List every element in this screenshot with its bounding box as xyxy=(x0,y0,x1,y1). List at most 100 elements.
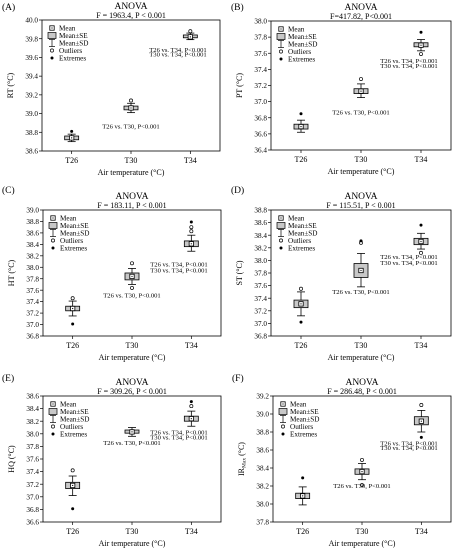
y-axis-label: HT (°C) xyxy=(7,259,16,286)
x-tick-label: T26 xyxy=(295,341,308,350)
legend-item: Mean xyxy=(50,401,77,409)
legend-sd-whisker xyxy=(50,415,56,423)
y-tick-label: 38.0 xyxy=(26,430,39,438)
y-tick-label: 38.2 xyxy=(26,418,39,426)
legend-item: Mean±SE xyxy=(278,408,319,416)
y-tick-label: 36.6 xyxy=(254,130,267,138)
panel-label: (A) xyxy=(2,2,15,13)
annotation: T26 vs. T30, P<0.001 xyxy=(332,110,389,117)
extreme-point xyxy=(419,223,423,227)
chart-title: ANOVA xyxy=(345,378,378,388)
y-tick-label: 38.6 xyxy=(254,219,267,227)
panel-label: (C) xyxy=(2,185,15,196)
y-tick-label: 37.6 xyxy=(26,456,39,464)
y-tick-label: 37.0 xyxy=(254,98,267,106)
legend-extreme-marker xyxy=(50,56,54,60)
x-tick-label: T34 xyxy=(415,341,428,350)
legend-sd-whisker xyxy=(49,39,55,47)
outlier-point xyxy=(130,285,134,290)
panel-label: (B) xyxy=(231,2,244,13)
legend-label: Outliers xyxy=(288,237,311,245)
y-tick-label: 38.6 xyxy=(25,148,38,156)
legend-label: Mean xyxy=(288,215,305,223)
legend-outlier-marker xyxy=(51,238,55,243)
legend-outlier-marker xyxy=(279,49,283,54)
y-tick-label: 38.0 xyxy=(26,264,39,272)
legend-label: Extremes xyxy=(288,56,315,64)
y-tick-label: 39.2 xyxy=(256,393,269,401)
legend-item: Mean xyxy=(280,401,307,409)
y-tick-label: 40.0 xyxy=(25,17,38,25)
mean-marker xyxy=(298,301,304,307)
box-t26 xyxy=(64,129,80,143)
legend-item: Mean±SD xyxy=(49,39,89,48)
y-tick-label: 37.4 xyxy=(26,468,39,476)
x-tick-label: T26 xyxy=(296,527,309,536)
legend-item: Extremes xyxy=(279,56,315,64)
box-t26 xyxy=(295,476,311,506)
box-t30 xyxy=(353,239,369,288)
outlier-point xyxy=(299,286,303,291)
y-tick-label: 38.2 xyxy=(256,483,269,491)
y-tick-label: 37.0 xyxy=(26,493,39,501)
y-tick-label: 37.4 xyxy=(254,295,267,303)
box-t30 xyxy=(123,98,139,114)
y-tick-label: 38.8 xyxy=(254,207,267,215)
legend-extreme-marker xyxy=(279,246,283,250)
legend-item: Extremes xyxy=(51,431,87,439)
chart-title: ANOVA xyxy=(115,378,148,388)
chart-subtitle: F = 115.51, P < 0.001 xyxy=(326,201,395,210)
box-t30 xyxy=(124,427,140,437)
extreme-point xyxy=(189,220,193,224)
annotation: T26 vs. T30, P<0.001 xyxy=(102,124,159,131)
outlier-point xyxy=(360,457,364,462)
legend-label: Mean±SD xyxy=(60,230,90,238)
legend-item: Outliers xyxy=(281,423,313,431)
legend-item: Mean xyxy=(50,215,77,223)
legend-item: Extremes xyxy=(281,431,317,439)
legend-label: Outliers xyxy=(288,48,311,56)
legend-label: Mean±SE xyxy=(60,222,89,230)
mean-marker xyxy=(129,429,135,435)
legend-label: Mean xyxy=(59,25,76,33)
x-tick-label: T34 xyxy=(415,155,428,164)
x-tick-label: T26 xyxy=(66,341,79,350)
legend-sd-whisker xyxy=(278,229,284,237)
y-tick-label: 37.8 xyxy=(26,275,39,283)
box-t26 xyxy=(65,468,81,511)
legend-item: Mean xyxy=(49,25,76,33)
x-tick-label: T34 xyxy=(185,527,198,536)
annotation: T26 vs. T34, P<0.001 xyxy=(380,441,437,448)
legend-label: Mean±SD xyxy=(59,40,89,48)
legend-label: Mean xyxy=(288,26,305,34)
legend-item: Outliers xyxy=(279,237,311,245)
y-tick-label: 36.4 xyxy=(254,147,267,155)
y-tick-label: 38.4 xyxy=(26,241,39,249)
box-t34 xyxy=(413,223,429,255)
box-t30 xyxy=(354,457,370,488)
outlier-point xyxy=(360,483,364,488)
x-axis-label: Air temperature (°C) xyxy=(328,353,395,362)
legend-label: Outliers xyxy=(60,423,83,431)
outlier-point xyxy=(130,261,134,266)
mean-marker xyxy=(70,482,76,489)
mean-marker xyxy=(358,88,364,94)
y-tick-label: 37.6 xyxy=(254,282,267,290)
annotation: T26 vs. T34, P<0.001 xyxy=(149,47,206,54)
y-tick-label: 38.4 xyxy=(254,232,267,240)
legend-item: Extremes xyxy=(279,245,315,253)
y-tick-label: 38.8 xyxy=(25,129,38,137)
legend-label: Mean±SD xyxy=(288,41,318,49)
y-tick-label: 37.4 xyxy=(26,298,39,306)
legend-se-box xyxy=(278,408,288,415)
chart-subtitle: F = 183.11, P < 0.001 xyxy=(97,201,166,210)
annotation: T30 vs. T34, P<0.001 xyxy=(380,445,437,452)
legend-item: Extremes xyxy=(51,245,87,253)
box-t34 xyxy=(182,29,198,41)
legend-sd-whisker xyxy=(278,40,284,48)
legend-item: Mean±SE xyxy=(276,222,317,230)
outlier-point xyxy=(419,403,424,407)
